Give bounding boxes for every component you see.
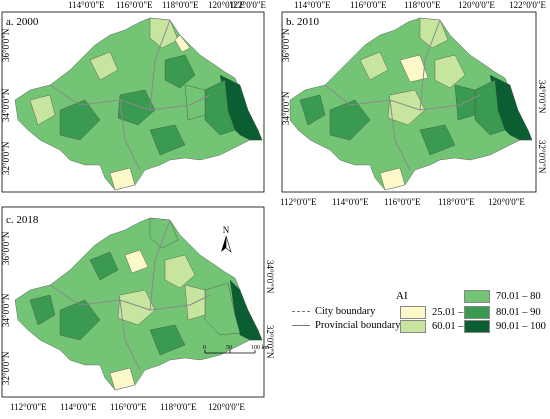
tick-lat: 36°0'0"N bbox=[281, 28, 291, 62]
tick-lon: 116°0'0"E bbox=[116, 0, 153, 10]
legend-title: AI bbox=[396, 290, 408, 302]
map-svg-2010: 114°0'0"E 116°0'0"E 118°0'0"E 120°0'0"E … bbox=[280, 0, 547, 207]
map-svg-2000: 114°0'0"E 116°0'0"E 118°0'0"E 120°0'0"E … bbox=[1, 0, 266, 193]
legend-label: 80.01 – 90 bbox=[496, 307, 541, 318]
tick-lat: 34°0'0"N bbox=[265, 260, 275, 294]
tick-lon: 112°0'0"E bbox=[280, 197, 317, 207]
north-arrow-icon bbox=[221, 236, 226, 252]
tick-lon: 112°0'0"E bbox=[10, 402, 47, 412]
tick-lon: 122°0'0"E bbox=[229, 0, 266, 10]
panel-label: a. 2000 bbox=[6, 16, 39, 28]
legend-class-25-60: 25.01 – 60 bbox=[400, 306, 477, 319]
legend-class-80-90: 80.01 – 90 bbox=[464, 306, 541, 319]
north-arrow: N bbox=[221, 225, 232, 253]
color-swatch bbox=[464, 290, 490, 303]
tick-lon: 120°0'0"E bbox=[208, 0, 245, 10]
tick-lon: 120°0'0"E bbox=[208, 402, 245, 412]
legend-label: City boundary bbox=[315, 306, 376, 317]
tick-lon: 118°0'0"E bbox=[404, 0, 441, 10]
tick-lon: 114°0'0"E bbox=[68, 0, 105, 10]
tick-lat: 34°0'0"N bbox=[1, 88, 11, 122]
map-panel-2018: 36°0'0"N 34°0'0"N 32°0'0"N 34°0'0"N 32°0… bbox=[0, 205, 280, 414]
legend-city-boundary: City boundary bbox=[292, 306, 375, 317]
tick-lat: 34°0'0"N bbox=[537, 80, 547, 114]
tick-lon: 118°0'0"E bbox=[162, 0, 199, 10]
tick-lon: 114°0'0"E bbox=[60, 402, 97, 412]
tick-lat: 32°0'0"N bbox=[1, 351, 11, 385]
tick-lon: 122°0'0"E bbox=[509, 0, 546, 10]
scale-bar: 0 50 100 km bbox=[203, 345, 270, 354]
tick-labels-left: 36°0'0"N 34°0'0"N 32°0'0"N bbox=[1, 28, 11, 175]
tick-lat: 34°0'0"N bbox=[1, 293, 11, 327]
color-swatch bbox=[400, 306, 426, 319]
tick-labels-top: 114°0'0"E 116°0'0"E 118°0'0"E 120°0'0"E bbox=[68, 0, 245, 10]
scale-label: 0 bbox=[203, 345, 206, 351]
tick-labels-bottom: 112°0'0"E 114°0'0"E 116°0'0"E 118°0'0"E … bbox=[280, 197, 525, 207]
tick-lon: 116°0'0"E bbox=[350, 0, 387, 10]
tick-lon: 120°0'0"E bbox=[458, 0, 495, 10]
provincial-boundary bbox=[49, 219, 211, 371]
tick-labels-bottom: 112°0'0"E 114°0'0"E 116°0'0"E 118°0'0"E … bbox=[10, 402, 245, 412]
map-svg-2018: 36°0'0"N 34°0'0"N 32°0'0"N 34°0'0"N 32°0… bbox=[1, 206, 275, 412]
map-panel-2010: 114°0'0"E 116°0'0"E 118°0'0"E 120°0'0"E … bbox=[280, 0, 550, 210]
map-panel-2000: 114°0'0"E 116°0'0"E 118°0'0"E 120°0'0"E … bbox=[0, 0, 280, 195]
legend-label: Provincial boundary bbox=[315, 320, 401, 331]
north-label: N bbox=[223, 225, 230, 235]
north-arrow-icon-half bbox=[225, 235, 232, 253]
tick-lat: 32°0'0"N bbox=[265, 325, 275, 359]
legend-label: 90.01 – 100 bbox=[496, 321, 546, 332]
tick-lon: 114°0'0"E bbox=[294, 0, 331, 10]
panel-label: b. 2010 bbox=[286, 16, 320, 28]
tick-labels-right: 34°0'0"N 32°0'0"N bbox=[265, 260, 275, 359]
dashed-line-icon bbox=[292, 311, 310, 312]
color-swatch bbox=[464, 320, 490, 333]
legend-label: 70.01 – 80 bbox=[496, 291, 541, 302]
tick-labels-right: 34°0'0"N 32°0'0"N bbox=[537, 80, 547, 174]
panel-label: c. 2018 bbox=[6, 214, 39, 226]
tick-lat: 34°0'0"N bbox=[281, 91, 291, 125]
tick-lon: 118°0'0"E bbox=[438, 197, 475, 207]
tick-labels-left: 36°0'0"N 34°0'0"N bbox=[281, 28, 291, 125]
tick-lon: 116°0'0"E bbox=[384, 197, 421, 207]
tick-lat: 36°0'0"N bbox=[1, 231, 11, 265]
provincial-boundary bbox=[49, 19, 211, 171]
legend-provincial-boundary: Provincial boundary bbox=[292, 320, 400, 331]
region-map bbox=[14, 217, 263, 391]
color-swatch bbox=[400, 320, 426, 333]
tick-lat: 32°0'0"N bbox=[537, 140, 547, 174]
tick-lon: 116°0'0"E bbox=[110, 402, 147, 412]
tick-lat: 36°0'0"N bbox=[1, 28, 11, 62]
legend: AI City boundary Provincial boundary 25.… bbox=[292, 290, 546, 380]
tick-lat: 32°0'0"N bbox=[1, 141, 11, 175]
scale-label: 100 km bbox=[251, 345, 270, 351]
legend-label: 60.01 – 70 bbox=[432, 321, 477, 332]
tick-labels-top: 114°0'0"E 116°0'0"E 118°0'0"E 120°0'0"E bbox=[294, 0, 495, 10]
legend-class-90-100: 90.01 – 100 bbox=[464, 320, 546, 333]
tick-labels-left: 36°0'0"N 34°0'0"N 32°0'0"N bbox=[1, 231, 11, 385]
tick-lon: 114°0'0"E bbox=[332, 197, 369, 207]
legend-class-60-70: 60.01 – 70 bbox=[400, 320, 477, 333]
tick-lon: 120°0'0"E bbox=[488, 197, 525, 207]
scale-label: 50 bbox=[226, 345, 232, 351]
provincial-boundary bbox=[324, 19, 481, 171]
legend-label: 25.01 – 60 bbox=[432, 307, 477, 318]
tick-lon: 118°0'0"E bbox=[160, 402, 197, 412]
solid-line-icon bbox=[292, 325, 310, 326]
color-swatch bbox=[464, 306, 490, 319]
region-map bbox=[14, 17, 263, 191]
legend-class-70-80: 70.01 – 80 bbox=[464, 290, 541, 303]
